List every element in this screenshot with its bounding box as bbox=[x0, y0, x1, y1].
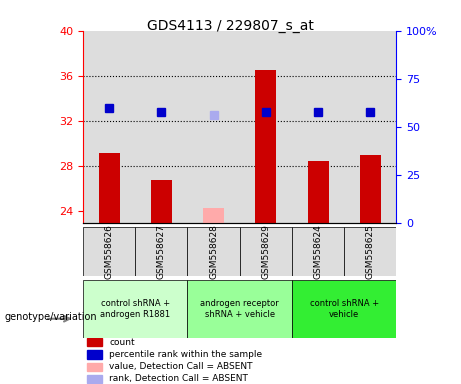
Bar bbox=[292, 31, 344, 223]
Bar bbox=[87, 375, 102, 383]
Text: percentile rank within the sample: percentile rank within the sample bbox=[109, 350, 263, 359]
Text: GSM558624: GSM558624 bbox=[313, 224, 323, 279]
Bar bbox=[188, 31, 240, 223]
FancyBboxPatch shape bbox=[344, 227, 396, 276]
Text: control shRNA +
vehicle: control shRNA + vehicle bbox=[310, 300, 379, 319]
Bar bbox=[135, 31, 188, 223]
Text: genotype/variation: genotype/variation bbox=[5, 312, 97, 322]
Text: GSM558625: GSM558625 bbox=[366, 224, 375, 279]
FancyBboxPatch shape bbox=[135, 227, 188, 276]
Text: rank, Detection Call = ABSENT: rank, Detection Call = ABSENT bbox=[109, 374, 248, 384]
Bar bbox=[99, 153, 119, 223]
Text: GSM558628: GSM558628 bbox=[209, 224, 218, 279]
Bar bbox=[87, 338, 102, 346]
Text: GSM558629: GSM558629 bbox=[261, 224, 270, 279]
FancyBboxPatch shape bbox=[83, 227, 135, 276]
FancyBboxPatch shape bbox=[83, 280, 188, 338]
FancyBboxPatch shape bbox=[188, 280, 292, 338]
Bar bbox=[151, 180, 172, 223]
Text: count: count bbox=[109, 338, 135, 347]
FancyBboxPatch shape bbox=[292, 280, 396, 338]
Text: GSM558626: GSM558626 bbox=[105, 224, 113, 279]
Bar bbox=[203, 208, 224, 223]
Text: androgen receptor
shRNA + vehicle: androgen receptor shRNA + vehicle bbox=[201, 300, 279, 319]
Text: GDS4113 / 229807_s_at: GDS4113 / 229807_s_at bbox=[147, 19, 314, 33]
FancyBboxPatch shape bbox=[240, 227, 292, 276]
Bar bbox=[360, 155, 381, 223]
Bar bbox=[87, 363, 102, 371]
Bar bbox=[83, 31, 135, 223]
Bar bbox=[87, 350, 102, 359]
Text: control shRNA +
androgen R1881: control shRNA + androgen R1881 bbox=[100, 300, 170, 319]
FancyBboxPatch shape bbox=[292, 227, 344, 276]
Text: value, Detection Call = ABSENT: value, Detection Call = ABSENT bbox=[109, 362, 253, 371]
Text: GSM558627: GSM558627 bbox=[157, 224, 166, 279]
Bar bbox=[255, 70, 276, 223]
Bar bbox=[240, 31, 292, 223]
Bar bbox=[344, 31, 396, 223]
FancyBboxPatch shape bbox=[188, 227, 240, 276]
Bar bbox=[307, 161, 329, 223]
